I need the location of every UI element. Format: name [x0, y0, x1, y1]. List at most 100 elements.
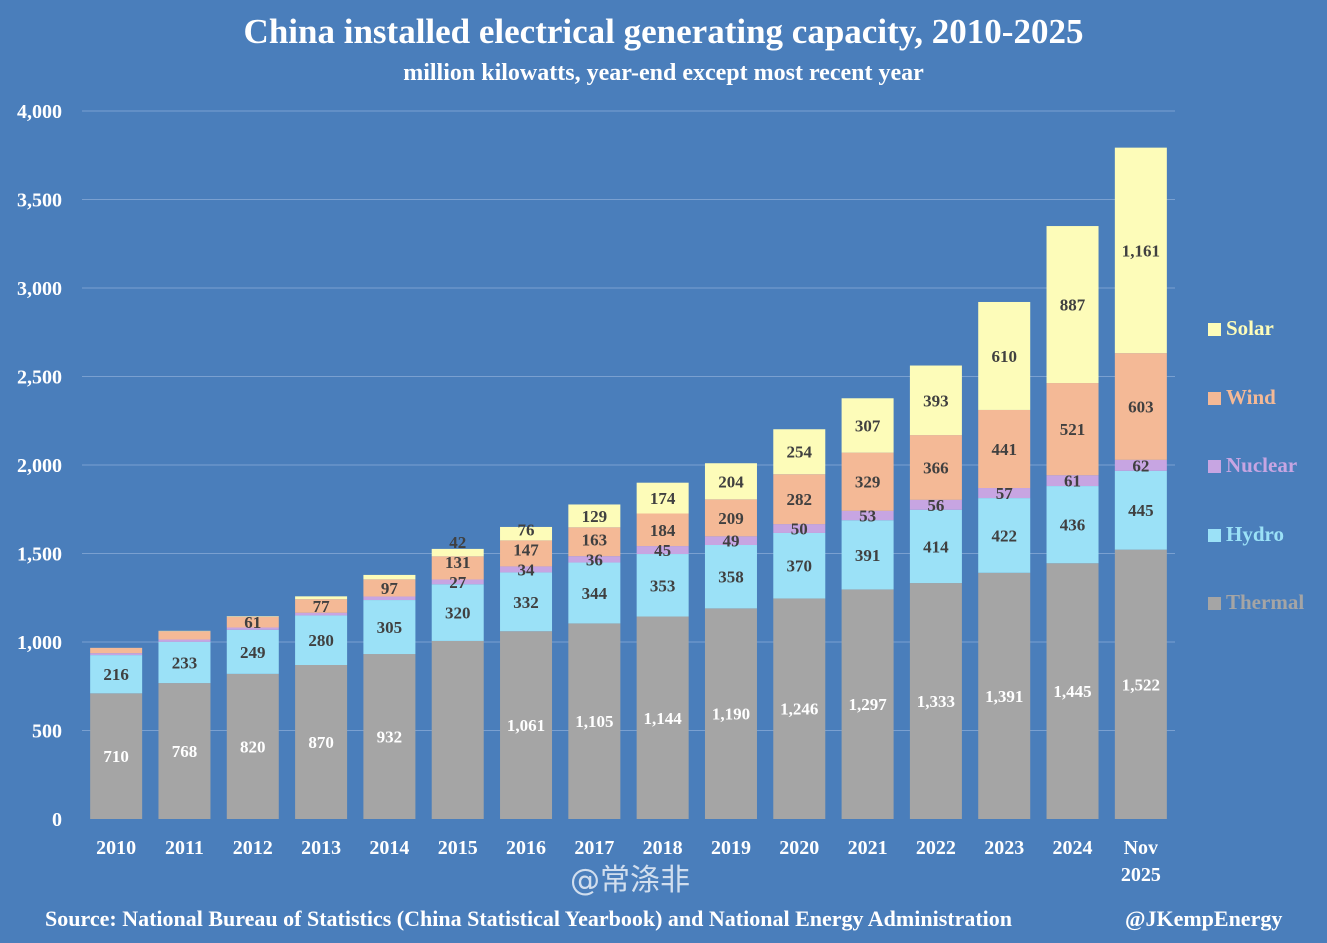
bar-segment-hydro	[1046, 486, 1099, 564]
bar-segment-nuclear	[226, 627, 279, 630]
data-label: 329	[855, 473, 881, 492]
bar-segment-solar	[636, 482, 689, 514]
data-label: 97	[381, 579, 399, 598]
data-label: 42	[449, 533, 466, 552]
bar-segment-hydro	[295, 615, 348, 666]
bar-segment-thermal	[909, 583, 962, 819]
data-label: 184	[650, 521, 676, 540]
legend-swatch	[1208, 460, 1221, 473]
bar-segment-thermal	[431, 640, 484, 819]
data-label: 56	[927, 496, 944, 515]
bar-segment-solar	[841, 398, 894, 453]
x-tick-label: Nov	[1124, 837, 1158, 859]
legend-swatch	[1208, 323, 1221, 336]
bar-segment-nuclear	[1046, 475, 1099, 487]
data-label: 710	[103, 747, 129, 766]
data-label: 870	[308, 733, 334, 752]
data-label: 76	[518, 520, 535, 539]
chart-title: China installed electrical generating ca…	[243, 12, 1084, 51]
x-tick-label: 2019	[711, 837, 751, 859]
data-label: 1,391	[985, 687, 1023, 706]
data-label: 53	[859, 507, 876, 526]
bar-segment-hydro	[500, 572, 553, 632]
y-tick-label: 2,500	[17, 367, 62, 389]
data-label: 254	[787, 443, 813, 462]
data-label: 1,144	[644, 709, 683, 728]
data-label: 1,161	[1122, 241, 1160, 260]
data-label: 887	[1060, 296, 1086, 315]
data-label: 61	[1064, 472, 1081, 491]
data-label: 61	[244, 613, 261, 632]
data-label: 129	[582, 507, 608, 526]
data-label: 603	[1128, 398, 1154, 417]
y-tick-label: 0	[52, 809, 62, 831]
y-tick-label: 500	[32, 721, 62, 743]
data-label: 34	[518, 560, 536, 579]
data-label: 370	[787, 557, 813, 576]
data-label: 216	[103, 665, 129, 684]
y-tick-label: 3,000	[17, 278, 62, 300]
bar-segment-nuclear	[363, 596, 416, 601]
data-label: 436	[1060, 516, 1086, 535]
data-label: 77	[313, 597, 331, 616]
data-label: 422	[991, 526, 1017, 545]
legend-swatch	[1208, 391, 1221, 405]
bar-segment-solar	[295, 596, 348, 600]
bar-segment-wind	[90, 647, 143, 654]
bar-segment-nuclear	[158, 639, 211, 642]
x-tick-label: 2016	[506, 837, 546, 859]
legend-label: Thermal	[1226, 590, 1305, 614]
data-label: 610	[991, 347, 1017, 366]
data-label: 932	[377, 728, 403, 747]
x-tick-label: 2012	[233, 837, 273, 859]
data-label: 820	[240, 737, 266, 756]
data-label: 249	[240, 643, 266, 662]
data-label: 332	[513, 593, 539, 612]
bar-segment-wind	[431, 556, 484, 580]
bar-segment-wind	[704, 499, 757, 537]
bar-segment-solar	[773, 429, 826, 475]
legend-item-solar: Solar	[1208, 316, 1304, 385]
data-label: 233	[172, 653, 198, 672]
bar-segment-solar	[431, 548, 484, 557]
data-label: 307	[855, 416, 881, 435]
chart-subtitle: million kilowatts, year-end except most …	[403, 60, 924, 86]
data-label: 1,445	[1053, 682, 1091, 701]
data-label: 1,190	[712, 705, 750, 724]
data-label: 62	[1132, 456, 1149, 475]
bar-segment-thermal	[773, 598, 826, 819]
bar-segment-hydro	[704, 545, 757, 609]
y-tick-label: 3,500	[17, 190, 62, 212]
legend-item-hydro: Hydro	[1208, 522, 1304, 591]
bar-segment-wind	[226, 616, 279, 628]
bar-segment-nuclear	[568, 556, 621, 563]
x-tick-label: 2022	[916, 837, 956, 859]
data-label: 393	[923, 391, 949, 410]
data-label: 1,522	[1122, 675, 1160, 694]
data-label: 282	[787, 490, 813, 509]
x-tick-label: 2024	[1053, 837, 1093, 859]
bar-segment-solar	[500, 526, 553, 541]
bar-segment-thermal	[978, 572, 1031, 819]
bar-segment-solar	[568, 504, 621, 528]
bar-segment-thermal	[363, 654, 416, 819]
bar-segment-nuclear	[500, 566, 553, 573]
bar-segment-wind	[909, 435, 962, 500]
bar-segment-wind	[773, 474, 826, 525]
bar-segment-nuclear	[90, 653, 143, 656]
data-label: 174	[650, 489, 676, 508]
data-label: 27	[449, 573, 467, 592]
bar-segment-solar	[704, 463, 757, 500]
data-label: 445	[1128, 501, 1154, 520]
data-label: 45	[654, 541, 671, 560]
bar-segment-wind	[568, 527, 621, 557]
legend-item-nuclear: Nuclear	[1208, 453, 1304, 522]
data-label: 163	[582, 530, 608, 549]
bar-segment-wind	[978, 409, 1031, 489]
data-label: 1,297	[848, 695, 887, 714]
y-tick-label: 1,000	[17, 632, 62, 654]
data-label: 49	[722, 532, 739, 551]
x-tick-label: 2018	[643, 837, 683, 859]
bar-segment-hydro	[1114, 470, 1167, 550]
